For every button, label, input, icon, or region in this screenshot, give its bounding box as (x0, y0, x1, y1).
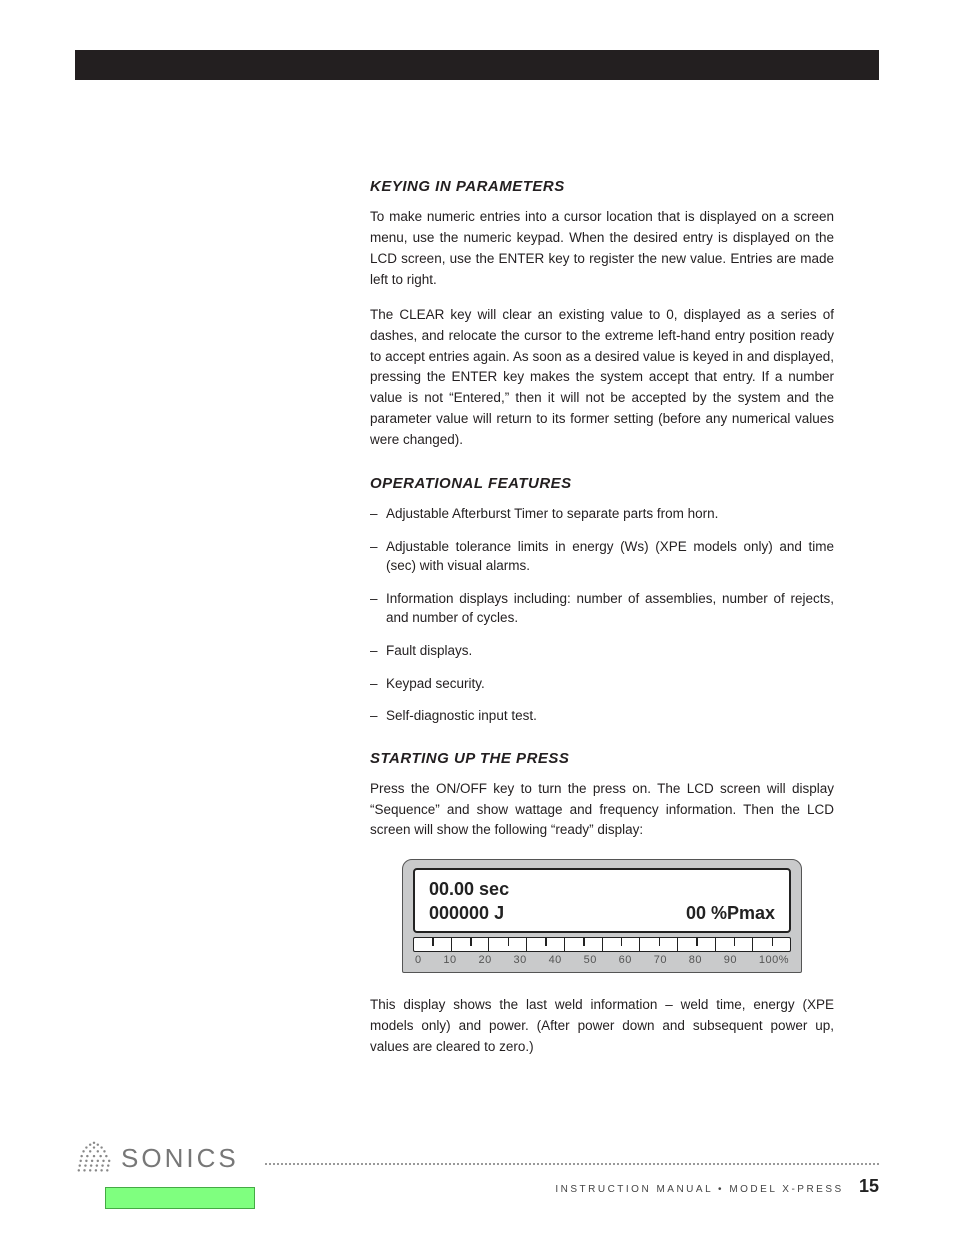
lcd-time: 00.00 sec (429, 878, 509, 901)
lcd-pmax: 00 %Pmax (686, 902, 775, 925)
lcd-screen: 00.00 sec 000000 J 00 %Pmax (413, 868, 791, 933)
heading-keying: KEYING IN PARAMETERS (370, 178, 834, 195)
tick-label: 90 (724, 954, 737, 966)
lcd-energy: 000000 J (429, 902, 504, 925)
page-number: 15 (859, 1176, 879, 1196)
feature-item: Fault displays. (370, 641, 834, 661)
feature-list: Adjustable Afterburst Timer to separate … (370, 504, 834, 726)
feature-item: Adjustable Afterburst Timer to separate … (370, 504, 834, 524)
feature-item: Self-diagnostic input test. (370, 706, 834, 726)
paragraph: This display shows the last weld informa… (370, 995, 834, 1058)
feature-item: Keypad security. (370, 674, 834, 694)
tick-label: 60 (619, 954, 632, 966)
sonics-dots-icon (75, 1139, 113, 1177)
tick-label: 70 (654, 954, 667, 966)
tick-label: 100% (759, 954, 789, 966)
heading-startup: STARTING UP THE PRESS (370, 750, 834, 767)
dotted-rule (265, 1163, 879, 1165)
tick-label: 10 (443, 954, 456, 966)
heading-features: OPERATIONAL FEATURES (370, 475, 834, 492)
tick-label: 30 (514, 954, 527, 966)
paragraph: Press the ON/OFF key to turn the press o… (370, 779, 834, 842)
paragraph: The CLEAR key will clear an existing val… (370, 305, 834, 451)
paragraph: To make numeric entries into a cursor lo… (370, 207, 834, 291)
lcd-scale-labels: 0 10 20 30 40 50 60 70 80 90 100% (413, 954, 791, 966)
sonics-logo: SONICS (75, 1139, 239, 1177)
lcd-ruler (413, 937, 791, 952)
footer-caption: INSTRUCTION MANUAL • MODEL X-PRESS 15 (555, 1176, 879, 1197)
tick-label: 20 (478, 954, 491, 966)
tick-label: 50 (584, 954, 597, 966)
feature-item: Adjustable tolerance limits in energy (W… (370, 537, 834, 576)
green-highlight-box (105, 1187, 255, 1209)
tick-label: 40 (549, 954, 562, 966)
footer-line: INSTRUCTION MANUAL • MODEL X-PRESS (555, 1184, 843, 1195)
header-bar (75, 50, 879, 80)
lcd-display: 00.00 sec 000000 J 00 %Pmax 0 10 20 30 4… (402, 859, 802, 973)
tick-label: 0 (415, 954, 422, 966)
brand-text: SONICS (121, 1143, 239, 1174)
main-content: KEYING IN PARAMETERS To make numeric ent… (370, 178, 834, 1072)
tick-label: 80 (689, 954, 702, 966)
feature-item: Information displays including: number o… (370, 589, 834, 628)
